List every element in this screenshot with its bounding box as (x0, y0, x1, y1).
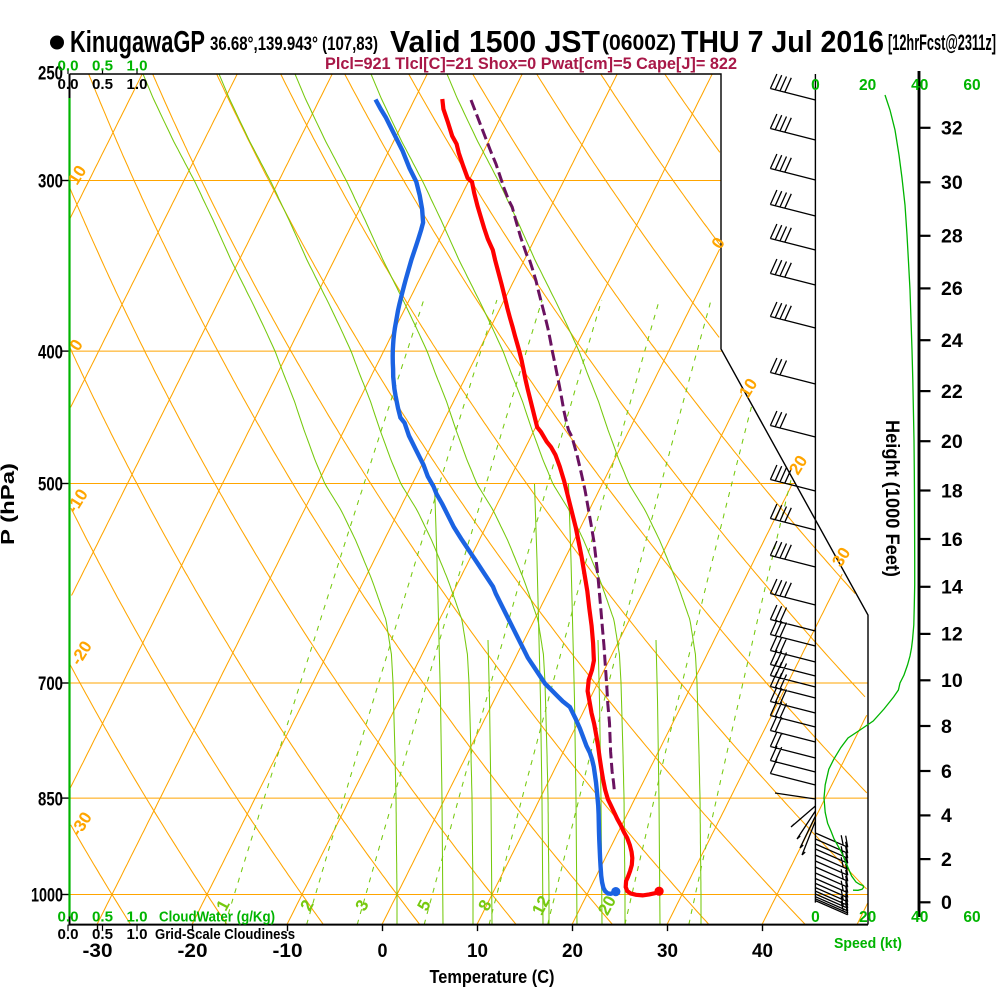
svg-text:Speed (kt): Speed (kt) (834, 935, 902, 952)
svg-text:400: 400 (38, 342, 63, 363)
svg-text:28: 28 (941, 226, 963, 248)
svg-text:22: 22 (941, 381, 963, 403)
svg-text:-10: -10 (273, 941, 303, 962)
svg-text:250: 250 (38, 64, 63, 85)
svg-text:Valid 1500 JST: Valid 1500 JST (390, 24, 600, 59)
svg-text:16: 16 (941, 529, 963, 551)
svg-text:20: 20 (941, 431, 963, 453)
svg-text:0.5: 0.5 (92, 927, 113, 943)
svg-text:26: 26 (941, 278, 963, 300)
svg-text:2: 2 (941, 849, 952, 871)
svg-text:40: 40 (752, 941, 773, 962)
svg-text:0.5: 0.5 (92, 910, 113, 926)
svg-text:10: 10 (467, 941, 488, 962)
svg-text:0: 0 (811, 909, 820, 926)
svg-text:40: 40 (911, 909, 928, 926)
svg-text:60: 60 (963, 77, 980, 94)
svg-text:1.0: 1.0 (127, 910, 148, 926)
svg-text:0: 0 (941, 892, 952, 914)
svg-text:10: 10 (941, 670, 963, 692)
svg-text:60: 60 (963, 909, 980, 926)
svg-text:20: 20 (859, 77, 876, 94)
svg-text:0.0: 0.0 (58, 77, 79, 93)
svg-text:-20: -20 (178, 941, 208, 962)
svg-text:850: 850 (38, 789, 63, 810)
svg-text:Temperature (C): Temperature (C) (430, 967, 555, 987)
svg-text:1.0: 1.0 (127, 927, 148, 943)
svg-text:36.68°,139.943° (107,83): 36.68°,139.943° (107,83) (210, 33, 378, 55)
svg-text:0.0: 0.0 (58, 927, 79, 943)
svg-text:40: 40 (911, 77, 928, 94)
svg-text:0: 0 (378, 941, 388, 962)
svg-text:KinugawaGP: KinugawaGP (70, 24, 205, 59)
svg-text:0.5: 0.5 (92, 77, 113, 93)
svg-text:1.0: 1.0 (127, 59, 148, 75)
svg-text:300: 300 (38, 172, 63, 193)
svg-text:20: 20 (562, 941, 583, 962)
svg-text:14: 14 (941, 577, 963, 599)
svg-text:32: 32 (941, 118, 963, 140)
svg-text:18: 18 (941, 480, 963, 502)
svg-text:P (hPa): P (hPa) (0, 463, 18, 545)
svg-text:6: 6 (941, 761, 952, 783)
svg-text:8: 8 (941, 716, 952, 738)
svg-text:-30: -30 (83, 941, 113, 962)
svg-text:12: 12 (941, 624, 963, 646)
svg-text:0.0: 0.0 (58, 910, 79, 926)
svg-text:CloudWater (g/Kg): CloudWater (g/Kg) (159, 910, 275, 926)
svg-text:700: 700 (38, 674, 63, 695)
svg-text:Plcl=921 Tlcl[C]=21 Shox=0 Pwa: Plcl=921 Tlcl[C]=21 Shox=0 Pwat[cm]=5 Ca… (325, 55, 737, 73)
svg-text:0: 0 (811, 77, 820, 94)
svg-text:1.0: 1.0 (127, 77, 148, 93)
svg-text:24: 24 (941, 330, 963, 352)
svg-text:30: 30 (941, 172, 963, 194)
svg-text:30: 30 (657, 941, 678, 962)
svg-text:0.0: 0.0 (58, 59, 79, 75)
svg-text:0.5: 0.5 (92, 59, 113, 75)
svg-text:20: 20 (859, 909, 876, 926)
svg-text:500: 500 (38, 475, 63, 496)
svg-text:[12hrFcst@2311z]: [12hrFcst@2311z] (888, 30, 996, 55)
svg-text:Grid-Scale Cloudiness: Grid-Scale Cloudiness (155, 927, 295, 943)
svg-text:4: 4 (941, 805, 952, 827)
svg-text:1000: 1000 (31, 886, 63, 907)
svg-text:Height (1000 Feet): Height (1000 Feet) (881, 420, 902, 577)
svg-text:THU 7 Jul 2016: THU 7 Jul 2016 (681, 24, 884, 59)
svg-text:(0600Z): (0600Z) (602, 30, 676, 55)
